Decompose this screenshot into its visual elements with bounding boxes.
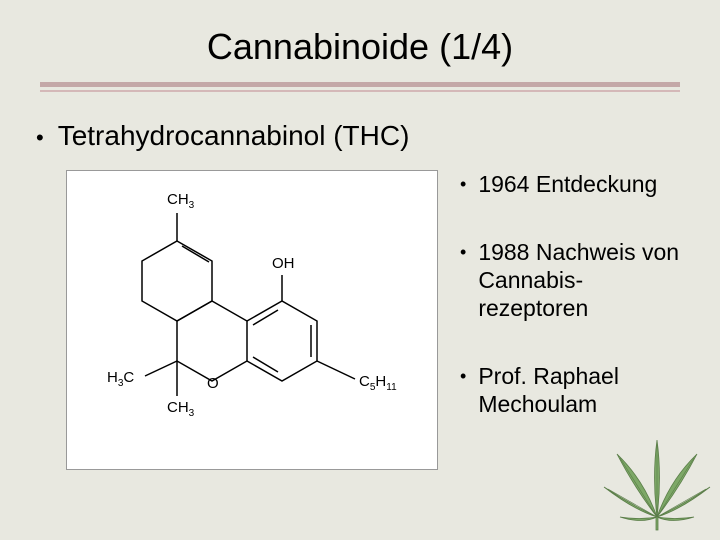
thc-structure-svg [67,171,439,471]
label-ch3-bottom: CH3 [167,399,194,419]
side-item-text: 1964 Entdeckung [478,170,657,198]
content-row: CH3 OH H3C CH3 O C5H11 • 1964 Entdeckung [36,166,690,470]
cannabis-leaf-icon [602,432,712,532]
list-item: • Prof. Raphael Mechoulam [460,362,690,418]
bullet-dot-icon: • [460,170,466,198]
slide-title: Cannabinoide (1/4) [207,26,513,68]
bullet-dot-icon: • [460,362,466,390]
title-area: Cannabinoide (1/4) [30,26,690,92]
side-item-text: Prof. Raphael Mechoulam [478,362,690,418]
bullet-dot-icon: • [36,120,44,156]
underline-thin [40,90,680,92]
label-c5h11: C5H11 [359,373,397,393]
title-underline [40,82,680,92]
label-o: O [207,375,219,392]
main-bullet-text: Tetrahydrocannabinol (THC) [58,120,410,152]
label-h3c: H3C [107,369,134,389]
underline-thick [40,82,680,87]
list-item: • 1964 Entdeckung [460,170,690,198]
side-bullet-list: • 1964 Entdeckung • 1988 Nachweis von Ca… [460,170,690,458]
main-bullet: • Tetrahydrocannabinol (THC) [36,120,690,156]
label-ch3-top: CH3 [167,191,194,211]
content-area: • Tetrahydrocannabinol (THC) [30,120,690,470]
list-item: • 1988 Nachweis von Cannabis-rezeptoren [460,238,690,322]
side-item-text: 1988 Nachweis von Cannabis-rezeptoren [478,238,690,322]
chemical-structure: CH3 OH H3C CH3 O C5H11 [66,170,438,470]
label-oh: OH [272,255,295,272]
bullet-dot-icon: • [460,238,466,266]
slide: Cannabinoide (1/4) • Tetrahydrocannabino… [0,0,720,540]
